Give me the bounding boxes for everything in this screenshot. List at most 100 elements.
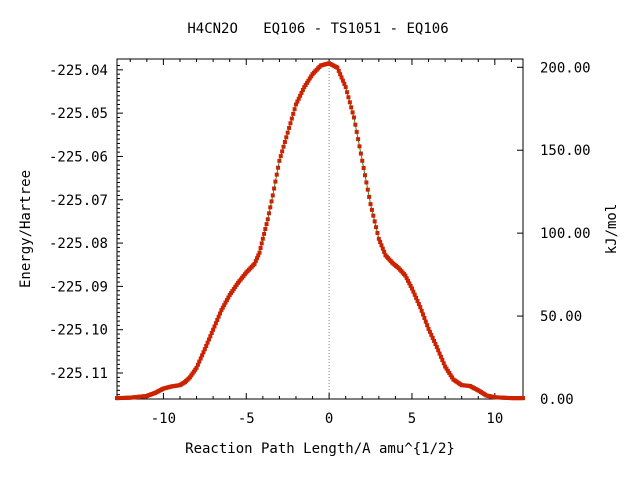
data-point <box>445 368 450 373</box>
data-point <box>440 358 445 363</box>
data-point <box>306 78 311 83</box>
data-point <box>201 350 206 355</box>
data-point <box>356 137 361 142</box>
data-point <box>434 345 439 350</box>
data-point <box>372 219 377 224</box>
data-point <box>436 348 441 353</box>
data-point <box>296 96 301 101</box>
data-point <box>219 308 224 313</box>
data-point <box>345 90 350 95</box>
data-point <box>299 90 304 95</box>
data-point <box>252 261 257 266</box>
data-point <box>229 291 234 296</box>
data-point <box>368 202 373 207</box>
data-point <box>197 359 202 364</box>
data-point <box>336 68 341 73</box>
data-point <box>276 165 281 170</box>
data-point <box>216 314 221 319</box>
data-point <box>521 396 525 401</box>
y2-tick-label: 0.00 <box>540 392 574 408</box>
data-point <box>205 340 210 345</box>
data-point <box>407 281 412 286</box>
x-axis-label: Reaction Path Length/A amu^{1/2} <box>185 441 455 457</box>
data-point <box>351 115 356 120</box>
data-point <box>222 303 227 308</box>
data-point <box>414 295 419 300</box>
data-point <box>257 250 262 255</box>
data-point <box>287 125 292 130</box>
y-tick-label: -225.07 <box>49 193 108 209</box>
data-point <box>295 99 300 104</box>
x-tick-label: 0 <box>325 411 333 427</box>
data-point <box>264 222 269 227</box>
data-point <box>206 337 211 342</box>
data-point <box>361 166 366 170</box>
data-point <box>371 213 376 218</box>
data-point <box>265 217 270 222</box>
data-point <box>448 373 453 378</box>
data-point <box>375 230 380 235</box>
data-point <box>289 116 294 121</box>
data-point <box>367 194 372 199</box>
data-point <box>450 375 455 380</box>
data-point <box>411 289 416 294</box>
data-point <box>447 371 452 376</box>
data-point <box>349 105 354 110</box>
data-point <box>218 311 223 316</box>
data-point <box>270 193 275 198</box>
data-point <box>307 76 312 81</box>
x-tick-label: 5 <box>408 411 416 427</box>
y-tick-label: -225.09 <box>49 279 108 295</box>
data-point <box>274 172 279 177</box>
data-point <box>432 338 437 343</box>
data-point <box>300 88 305 93</box>
data-point <box>380 246 385 251</box>
x-tick-label: 10 <box>486 411 503 427</box>
y-tick-label: -225.05 <box>49 106 108 122</box>
data-point <box>212 324 217 329</box>
data-point <box>284 135 289 140</box>
data-point <box>438 354 443 359</box>
data-point <box>415 298 420 303</box>
data-point <box>364 180 369 185</box>
data-point <box>277 158 282 163</box>
data-point <box>204 343 209 348</box>
data-point <box>268 205 273 210</box>
data-point <box>339 75 344 80</box>
data-point <box>358 151 363 156</box>
data-point <box>404 276 409 281</box>
y-axis-label: Energy/Hartree <box>18 170 34 288</box>
y2-tick-label: 150.00 <box>540 143 591 159</box>
data-point <box>342 81 347 86</box>
data-point <box>433 341 438 346</box>
data-point <box>338 72 343 77</box>
data-point <box>298 93 303 98</box>
data-point <box>293 102 298 107</box>
data-point <box>376 236 381 241</box>
data-point <box>269 199 274 204</box>
data-point <box>291 111 296 116</box>
data-point <box>343 85 348 90</box>
data-point <box>437 351 442 356</box>
data-point <box>195 362 200 367</box>
data-point <box>363 173 368 178</box>
data-point <box>430 335 435 340</box>
data-point <box>281 144 286 149</box>
y-tick-label: -225.06 <box>49 149 108 165</box>
data-point <box>273 179 278 184</box>
data-point <box>259 241 264 246</box>
data-point <box>374 225 379 230</box>
data-point <box>403 273 408 278</box>
data-point <box>379 243 384 248</box>
data-point <box>194 365 199 370</box>
data-point <box>409 286 414 291</box>
data-point <box>305 80 310 85</box>
data-point <box>200 353 205 358</box>
x-tick-label: -5 <box>238 411 255 427</box>
data-point <box>369 207 374 212</box>
data-point <box>285 130 290 135</box>
data-point <box>378 240 383 245</box>
data-point <box>309 74 314 79</box>
